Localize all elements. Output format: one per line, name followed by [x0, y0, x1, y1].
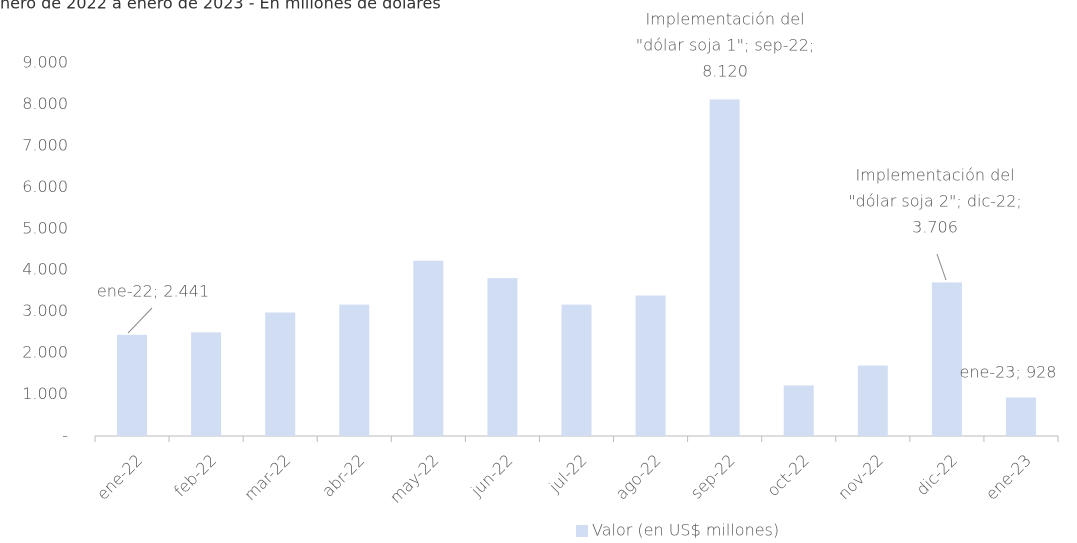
- bar: [783, 385, 814, 436]
- legend-swatch: [576, 525, 588, 537]
- y-tick-label: 3.000: [22, 301, 68, 320]
- y-tick-label: 2.000: [22, 343, 68, 362]
- annotation: Implementación del: [645, 10, 804, 29]
- bar: [191, 332, 222, 436]
- annotation: "dólar soja 2"; dic-22;: [848, 192, 1022, 211]
- bar: [339, 304, 370, 436]
- y-tick-label: 1.000: [22, 384, 68, 403]
- annotation: 3.706: [912, 218, 958, 237]
- bar: [931, 282, 962, 436]
- x-tick-label: nov-22: [834, 451, 887, 504]
- bar: [117, 334, 148, 436]
- x-tick-label: oct-22: [763, 451, 812, 500]
- bar: [265, 312, 296, 436]
- x-tick-label: mar-22: [240, 451, 294, 505]
- x-tick-label: jun-22: [466, 451, 516, 501]
- y-tick-label: 4.000: [22, 260, 68, 279]
- annotation: ene-23; 928: [960, 363, 1057, 382]
- bar: [561, 304, 592, 436]
- x-tick-label: ene-22: [93, 451, 146, 504]
- bar: [709, 99, 740, 437]
- x-tick-label: abr-22: [318, 451, 368, 501]
- annotation: 8.120: [702, 62, 748, 81]
- leader-line: [936, 253, 947, 281]
- annotation: Implementación del: [855, 166, 1014, 185]
- bar: [487, 278, 518, 436]
- x-tick-label: jul-22: [544, 451, 590, 497]
- y-tick-label: 8.000: [22, 94, 68, 113]
- x-tick-label: ene-23: [982, 451, 1035, 504]
- x-tick-label: feb-22: [170, 451, 220, 501]
- leader-line: [127, 307, 153, 334]
- annotation: ene-22; 2.441: [97, 282, 209, 301]
- x-tick-label: ago-22: [612, 451, 665, 504]
- bar: [413, 260, 444, 436]
- y-tick-label: 9.000: [22, 53, 68, 72]
- y-tick-label: 6.000: [22, 177, 68, 196]
- y-tick-label: 5.000: [22, 218, 68, 237]
- bar: [635, 295, 666, 436]
- x-tick-label: sep-22: [687, 451, 739, 503]
- bar: [857, 365, 888, 436]
- annotation: "dólar soja 1"; sep-22;: [636, 36, 815, 55]
- y-tick-label: 7.000: [22, 135, 68, 154]
- x-tick-label: dic-22: [912, 451, 960, 499]
- bar: [1005, 397, 1036, 436]
- chart-title: nero de 2022 a enero de 2023 - En millon…: [0, 0, 441, 13]
- y-tick-label: -: [62, 426, 68, 445]
- x-tick-label: may-22: [386, 451, 442, 507]
- legend-label: Valor (en US$ millones): [592, 521, 779, 540]
